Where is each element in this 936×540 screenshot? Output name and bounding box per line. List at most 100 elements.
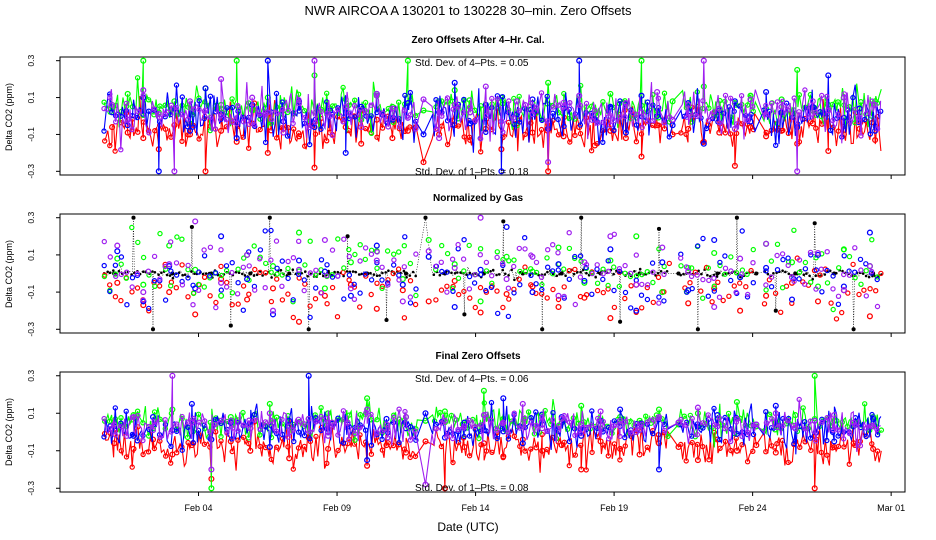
point-purple-value-p1 bbox=[321, 236, 328, 244]
point-purple-p2 bbox=[617, 433, 623, 440]
point-blue-p1 bbox=[391, 262, 397, 268]
point-black-value-p1 bbox=[579, 215, 584, 220]
point-black-p1 bbox=[171, 276, 175, 280]
point-blue-value-p0 bbox=[264, 57, 271, 64]
point-green-p1 bbox=[483, 268, 490, 274]
point-purple-p1 bbox=[251, 287, 258, 293]
point-purple-p0 bbox=[123, 100, 130, 107]
point-red-value-p0 bbox=[591, 142, 598, 149]
point-purple-value-p2 bbox=[578, 421, 585, 428]
point-green-p1 bbox=[869, 236, 875, 243]
point-purple-p1 bbox=[101, 238, 108, 245]
point-red-value-p0 bbox=[809, 120, 816, 127]
point-purple-value-p0 bbox=[155, 111, 162, 118]
point-blue-p0 bbox=[318, 126, 324, 132]
point-red-p2 bbox=[644, 444, 651, 450]
point-blue-value-p1 bbox=[814, 251, 822, 258]
point-green-p1 bbox=[511, 257, 517, 263]
point-green-value-p1 bbox=[555, 244, 562, 251]
point-purple-p2 bbox=[162, 417, 168, 423]
point-red-p0 bbox=[274, 135, 280, 141]
point-blue-p2 bbox=[611, 418, 618, 424]
point-red-p1 bbox=[307, 303, 313, 309]
point-red-p2 bbox=[466, 453, 473, 459]
point-purple-p1 bbox=[273, 238, 280, 244]
point-blue-p1 bbox=[145, 305, 152, 312]
point-purple-value-p2 bbox=[208, 466, 215, 473]
point-green-p1 bbox=[167, 283, 174, 289]
point-black-p1 bbox=[291, 268, 295, 272]
point-red-p2 bbox=[700, 443, 706, 450]
point-red-value-p1 bbox=[581, 294, 588, 301]
point-black-p1 bbox=[357, 273, 361, 276]
point-black-p1 bbox=[414, 274, 418, 278]
point-purple-p2 bbox=[379, 428, 385, 435]
point-purple-value-p0 bbox=[654, 88, 661, 96]
point-purple-p2 bbox=[728, 438, 734, 445]
point-purple-value-p1 bbox=[477, 214, 484, 221]
point-purple-p0 bbox=[611, 117, 618, 124]
point-black-value-p1 bbox=[695, 327, 700, 332]
point-green-p2 bbox=[257, 432, 263, 438]
point-blue-p0 bbox=[544, 93, 550, 100]
point-black-p1 bbox=[712, 273, 716, 277]
point-purple-p0 bbox=[577, 102, 584, 109]
point-blue-p1 bbox=[572, 253, 578, 260]
point-blue-p0 bbox=[173, 82, 180, 88]
point-green-p1 bbox=[550, 271, 556, 277]
point-green-value-p1 bbox=[607, 257, 614, 264]
point-blue-p2 bbox=[791, 440, 797, 447]
point-black-p1 bbox=[543, 273, 547, 276]
point-green-p1 bbox=[195, 281, 202, 288]
point-purple-value-p2 bbox=[714, 423, 721, 430]
x-axis-label: Date (UTC) bbox=[437, 520, 498, 534]
point-green-p1 bbox=[152, 283, 158, 289]
point-blue-p0 bbox=[207, 93, 214, 100]
x-tick-label: Mar 01 bbox=[877, 503, 905, 513]
point-red-p1 bbox=[789, 300, 795, 306]
point-green-p1 bbox=[274, 271, 280, 277]
point-red-value-p2 bbox=[461, 443, 468, 451]
point-red-p0 bbox=[555, 132, 562, 138]
point-blue-p2 bbox=[802, 419, 808, 425]
point-red-value-p0 bbox=[685, 125, 692, 132]
point-black-value-p1 bbox=[734, 215, 739, 220]
point-black-p1 bbox=[594, 275, 597, 279]
point-red-value-p2 bbox=[286, 455, 293, 462]
point-red-value-p2 bbox=[694, 457, 701, 464]
point-purple-value-p2 bbox=[636, 427, 643, 434]
point-blue-value-p2 bbox=[422, 410, 429, 417]
point-blue-p2 bbox=[824, 437, 830, 444]
point-purple-value-p1 bbox=[425, 248, 432, 255]
point-red-p2 bbox=[162, 453, 169, 459]
y-tick-label-p2: 0.1 bbox=[26, 407, 36, 419]
point-blue-p1 bbox=[649, 260, 656, 266]
point-green-value-p2 bbox=[655, 406, 663, 413]
point-black-p1 bbox=[823, 273, 827, 276]
point-purple-value-p0 bbox=[716, 105, 723, 112]
point-red-value-p2 bbox=[325, 445, 332, 452]
point-blue-p1 bbox=[223, 263, 230, 269]
point-purple-value-p1 bbox=[218, 279, 225, 286]
point-green-p1 bbox=[763, 287, 769, 293]
point-blue-p2 bbox=[402, 419, 408, 425]
point-red-p1 bbox=[357, 304, 363, 310]
panel-middle: Normalized by Gas Delta CO2 (ppm) -0.3-0… bbox=[4, 193, 906, 337]
point-purple-p2 bbox=[295, 416, 302, 422]
point-red-p1 bbox=[555, 296, 562, 303]
point-purple-p1 bbox=[246, 263, 252, 269]
point-green-value-p1 bbox=[503, 253, 510, 260]
point-blue-p1 bbox=[274, 265, 280, 271]
point-blue-value-p2 bbox=[383, 415, 390, 422]
point-green-p1 bbox=[362, 256, 368, 263]
point-green-p1 bbox=[650, 279, 656, 286]
point-purple-p0 bbox=[212, 126, 218, 132]
point-purple-p2 bbox=[750, 421, 756, 428]
point-purple-p0 bbox=[433, 126, 439, 132]
point-blue-p0 bbox=[511, 121, 517, 128]
point-blue-p1 bbox=[466, 273, 473, 280]
point-green-p2 bbox=[725, 410, 732, 417]
point-red-value-p1 bbox=[192, 311, 199, 318]
point-purple-p0 bbox=[705, 117, 712, 124]
point-purple-p1 bbox=[313, 267, 319, 273]
